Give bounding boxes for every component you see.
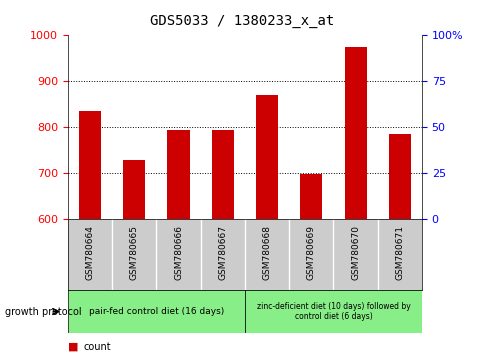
Bar xyxy=(212,130,233,219)
Bar xyxy=(300,175,322,219)
Text: GSM780665: GSM780665 xyxy=(130,225,138,280)
Text: count: count xyxy=(83,342,111,352)
Bar xyxy=(123,160,145,219)
Bar xyxy=(344,47,366,219)
Bar xyxy=(79,111,101,219)
Bar xyxy=(256,95,277,219)
Text: growth protocol: growth protocol xyxy=(5,307,81,316)
Text: GSM780670: GSM780670 xyxy=(350,225,359,280)
Text: GSM780667: GSM780667 xyxy=(218,225,227,280)
Text: GSM780669: GSM780669 xyxy=(306,225,315,280)
Text: GSM780664: GSM780664 xyxy=(85,225,94,280)
Bar xyxy=(68,290,244,333)
Bar xyxy=(244,290,421,333)
Text: ■: ■ xyxy=(68,342,78,352)
Text: GDS5033 / 1380233_x_at: GDS5033 / 1380233_x_at xyxy=(150,14,334,28)
Bar xyxy=(167,130,189,219)
Text: GSM780666: GSM780666 xyxy=(174,225,182,280)
Text: pair-fed control diet (16 days): pair-fed control diet (16 days) xyxy=(89,307,224,316)
Text: zinc-deficient diet (10 days) followed by
control diet (6 days): zinc-deficient diet (10 days) followed b… xyxy=(256,302,409,321)
Bar xyxy=(388,134,410,219)
Text: GSM780671: GSM780671 xyxy=(394,225,404,280)
Text: GSM780668: GSM780668 xyxy=(262,225,271,280)
